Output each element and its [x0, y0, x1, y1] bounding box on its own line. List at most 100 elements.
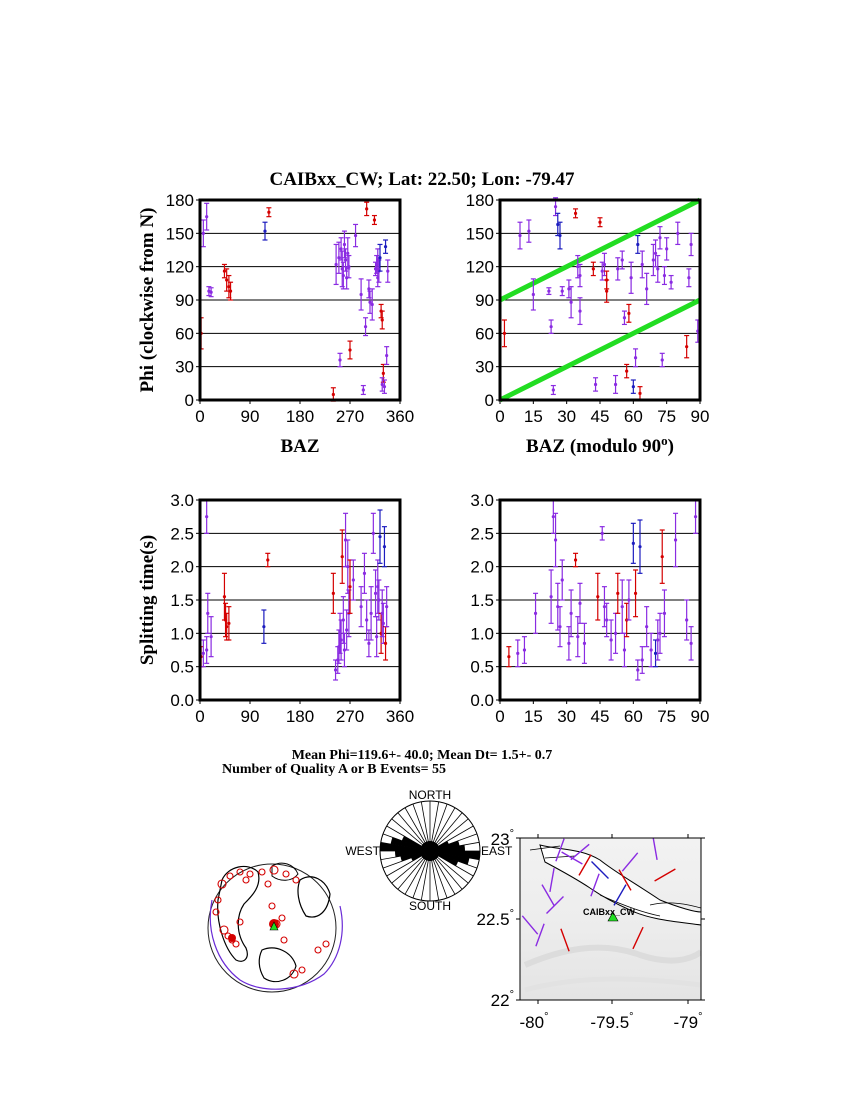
point-marker: [363, 325, 368, 329]
continent-south-america: [258, 947, 297, 983]
point-marker: [368, 300, 372, 304]
point-marker: [361, 388, 365, 392]
rose-spoke: [429, 850, 478, 869]
point-marker: [331, 392, 335, 397]
point-marker: [567, 641, 571, 645]
data-point: [204, 202, 210, 231]
data-point: [661, 266, 667, 286]
splitting-bar: [570, 843, 590, 861]
rose-spoke: [380, 841, 431, 852]
point-marker: [578, 309, 582, 313]
y-tick-label: 30: [475, 358, 494, 377]
x-tick-label: 0: [495, 707, 504, 726]
point-marker: [662, 273, 667, 278]
data-point: [644, 272, 650, 306]
event-marker: [236, 868, 244, 876]
data-point: [597, 217, 603, 228]
data-point: [659, 352, 665, 368]
point-marker: [225, 278, 229, 282]
data-point: [363, 317, 369, 337]
point-marker: [616, 591, 620, 595]
data-point: [370, 512, 376, 554]
data-point: [593, 377, 599, 392]
point-marker: [365, 618, 369, 622]
data-point: [684, 599, 690, 641]
y-tick-label: 0.0: [170, 691, 194, 710]
point-marker: [227, 621, 231, 625]
point-marker: [629, 276, 633, 280]
point-marker: [613, 631, 618, 635]
y-tick-label: 150: [166, 224, 194, 243]
x-tick-label: 60: [624, 707, 643, 726]
point-marker: [346, 565, 350, 569]
point-marker: [656, 638, 660, 642]
data-point: [675, 221, 681, 246]
reference-line: [498, 197, 702, 303]
point-marker: [365, 207, 369, 211]
point-marker: [551, 515, 555, 519]
data-point: [553, 512, 559, 568]
point-marker: [267, 210, 271, 214]
point-marker: [516, 651, 520, 655]
data-point: [601, 586, 607, 628]
event-marker: [212, 908, 220, 916]
reference-line: [498, 297, 702, 403]
splitting-bar: [652, 838, 658, 860]
point-marker: [339, 638, 343, 642]
point-marker: [345, 628, 349, 632]
y-tick-label: 2.5: [170, 524, 194, 543]
splitting-bar: [632, 926, 644, 950]
point-marker: [351, 578, 355, 582]
data-point: [661, 589, 667, 638]
y-tick-label: 30: [175, 358, 194, 377]
point-marker: [549, 325, 553, 329]
point-marker: [627, 311, 631, 315]
data-point: [224, 268, 230, 292]
data-point: [262, 221, 268, 241]
data-point: [684, 334, 690, 359]
x-tick-label: 75: [657, 407, 676, 426]
point-marker: [622, 316, 627, 320]
point-marker: [205, 648, 209, 652]
x-tick-label: 90: [241, 707, 260, 726]
y-tick-label: 0: [185, 391, 194, 410]
rose-diagram: NORTH SOUTH WEST EAST: [345, 788, 513, 913]
data-point: [548, 319, 554, 334]
data-point: [353, 223, 359, 248]
data-point: [615, 257, 621, 281]
y-tick-label: 3.0: [470, 491, 494, 510]
data-point: [205, 592, 211, 634]
point-marker: [527, 229, 531, 233]
rose-spoke: [429, 850, 480, 861]
point-marker: [371, 531, 375, 535]
data-point: [379, 310, 385, 330]
point-marker: [382, 545, 387, 549]
point-marker: [596, 595, 600, 599]
data-point: [340, 596, 346, 644]
point-marker: [560, 578, 564, 582]
x-axis-label-main: BAZ (modulo 90: [526, 436, 661, 457]
point-marker: [383, 245, 388, 249]
data-point: [635, 659, 641, 681]
x-tick-label: 45: [591, 407, 610, 426]
point-marker: [375, 635, 379, 639]
lat-label-23-degree: °: [510, 828, 514, 840]
data-point: [515, 639, 521, 668]
lat-label-22-5: 22.5°: [477, 908, 515, 929]
point-marker: [558, 625, 562, 629]
data-point: [668, 274, 674, 290]
point-marker: [600, 531, 604, 535]
x-tick-label: 75: [657, 707, 676, 726]
splitting-bar: [541, 884, 555, 906]
data-point: [200, 639, 206, 668]
data-point: [577, 297, 583, 326]
point-marker: [262, 625, 266, 629]
point-marker: [222, 269, 227, 273]
point-marker: [334, 262, 338, 267]
event-cluster: [228, 934, 236, 942]
point-marker: [228, 289, 233, 293]
data-point: [630, 522, 636, 564]
y-axis-label: Splitting time(s): [137, 535, 158, 665]
continent-greenland: [271, 862, 299, 881]
point-marker: [553, 205, 558, 209]
